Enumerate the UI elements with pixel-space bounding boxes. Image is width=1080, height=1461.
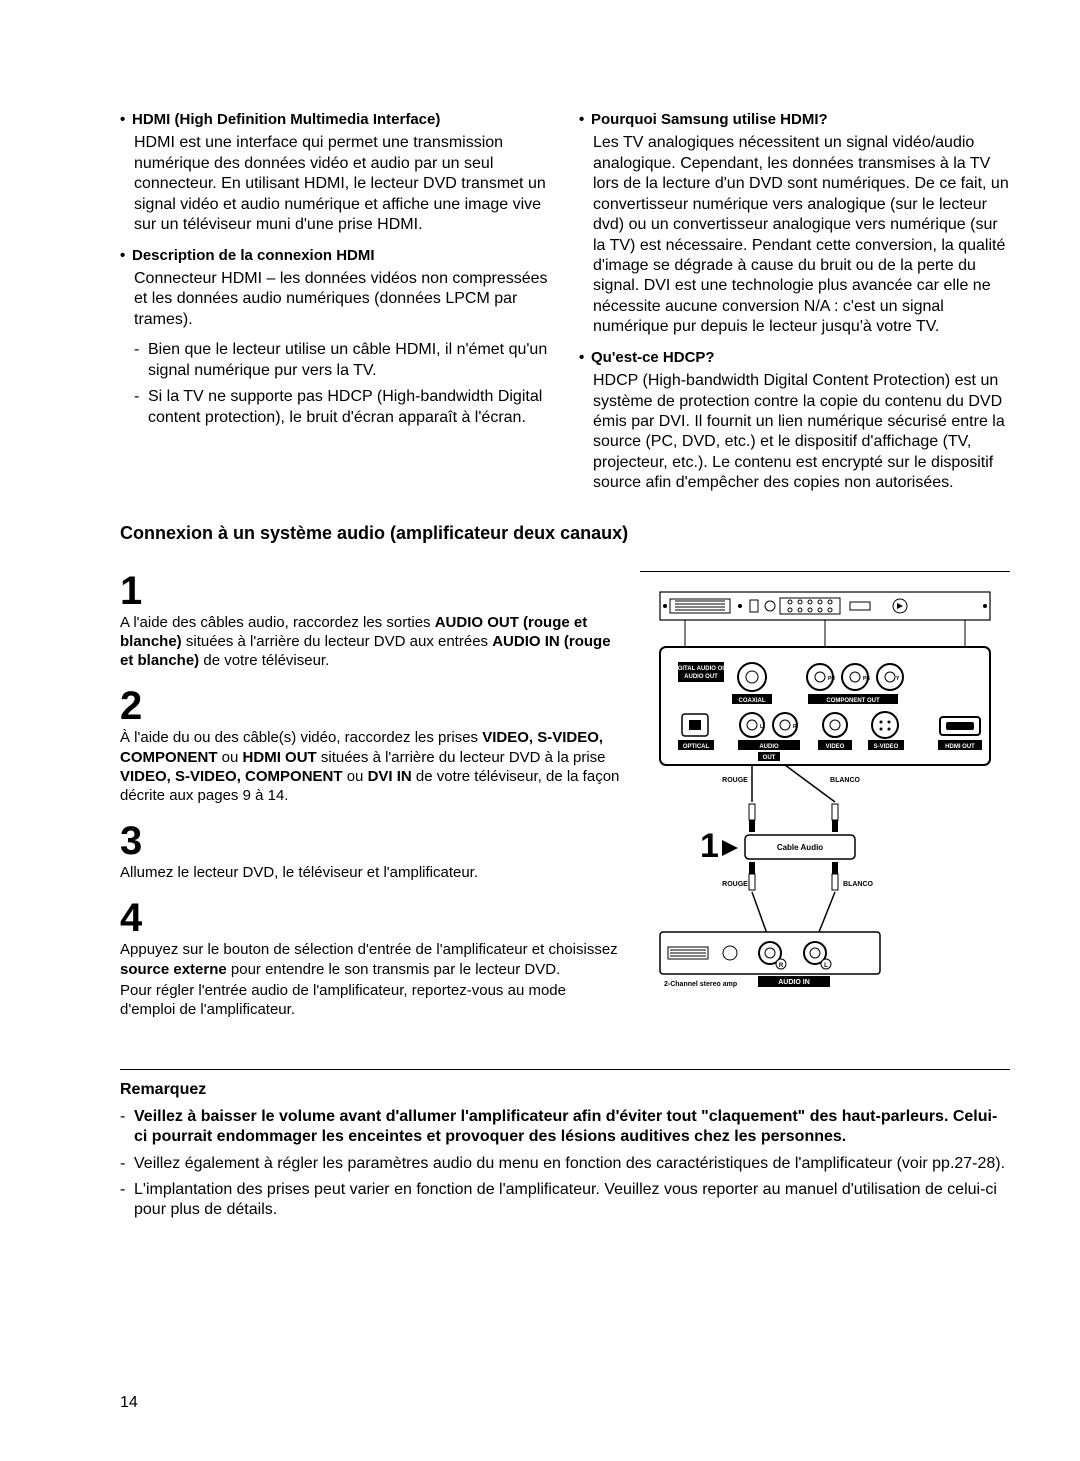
label-svideo: S-VIDEO bbox=[874, 744, 899, 750]
step-text: pour entendre le son transmis par le lec… bbox=[227, 961, 561, 978]
diagram-column: DIGITAL AUDIO OUT AUDIO OUT COAXIAL P bbox=[640, 555, 1010, 1055]
hdmi-dash-list: -Bien que le lecteur utilise un câble HD… bbox=[134, 340, 551, 428]
step-text-bold: VIDEO, S-VIDEO, COMPONENT bbox=[120, 768, 343, 785]
label-l: L bbox=[760, 724, 763, 730]
component-out-group: PR PB Y COMPONENT OUT bbox=[807, 664, 903, 704]
steps-area: 1 A l'aide des câbles audio, raccordez l… bbox=[120, 555, 1010, 1055]
step-text: À l'aide du ou des câble(s) vidéo, racco… bbox=[120, 729, 482, 746]
steps-column: 1 A l'aide des câbles audio, raccordez l… bbox=[120, 555, 620, 1019]
notes-list: -Veillez à baisser le volume avant d'all… bbox=[120, 1107, 1010, 1221]
notes-heading: Remarquez bbox=[120, 1080, 1010, 1100]
para-hdmi-desc: Connecteur HDMI – les données vidéos non… bbox=[134, 269, 551, 330]
heading-hdmi-text: HDMI (High Definition Multimedia Interfa… bbox=[132, 111, 440, 128]
para-why-hdmi: Les TV analogiques nécessitent un signal… bbox=[593, 133, 1010, 338]
connection-diagram: DIGITAL AUDIO OUT AUDIO OUT COAXIAL P bbox=[640, 582, 1010, 1055]
step-text: Allumez le lecteur DVD, le téléviseur et… bbox=[120, 864, 478, 881]
label-hdmi-out: HDMI OUT bbox=[945, 744, 975, 750]
badge-1-num: 1 bbox=[700, 827, 719, 865]
step-text: situées à l'arrière du lecteur DVD à la … bbox=[317, 749, 606, 766]
heading-why-hdmi: •Pourquoi Samsung utilise HDMI? bbox=[579, 110, 1010, 129]
heading-hdmi-desc-text: Description de la connexion HDMI bbox=[132, 247, 375, 264]
page-number: 14 bbox=[120, 1393, 138, 1413]
note-2: Veillez également à régler les paramètre… bbox=[134, 1154, 1005, 1174]
divider bbox=[120, 1069, 1010, 1070]
step-badge-1: 1 bbox=[700, 827, 738, 865]
label-amp-caption: 2-Channel stereo amp bbox=[664, 981, 737, 988]
label-amp-r: R bbox=[779, 963, 784, 969]
svg-text:AUDIO OUT: AUDIO OUT bbox=[684, 674, 718, 680]
step-text-bold: source externe bbox=[120, 961, 227, 978]
step-number-4: 4 bbox=[120, 898, 620, 938]
step-text: de votre téléviseur. bbox=[199, 652, 329, 669]
label-audio-in: AUDIO IN bbox=[778, 979, 810, 986]
step-body-4: Appuyez sur le bouton de sélection d'ent… bbox=[120, 940, 620, 1019]
label-rouge-bot: ROUGE bbox=[722, 881, 748, 888]
para-hdcp: HDCP (High-bandwidth Digital Content Pro… bbox=[593, 371, 1010, 494]
divider bbox=[640, 571, 1010, 572]
label-blanco-bot: BLANCO bbox=[843, 881, 873, 888]
list-item: -Bien que le lecteur utilise un câble HD… bbox=[134, 340, 551, 381]
step-body-1: A l'aide des câbles audio, raccordez les… bbox=[120, 613, 620, 671]
dash-text-1: Bien que le lecteur utilise un câble HDM… bbox=[148, 340, 551, 381]
label-cable-audio: Cable Audio bbox=[777, 843, 823, 852]
step-text: ou bbox=[218, 749, 243, 766]
heading-hdcp: •Qu'est-ce HDCP? bbox=[579, 348, 1010, 367]
step-text-bold: DVI IN bbox=[368, 768, 412, 785]
label-coaxial: COAXIAL bbox=[739, 698, 766, 704]
label-rouge-top: ROUGE bbox=[722, 777, 748, 784]
section-title: Connexion à un système audio (amplificat… bbox=[120, 522, 1010, 545]
label-blanco-top: BLANCO bbox=[830, 777, 860, 784]
heading-why-hdmi-text: Pourquoi Samsung utilise HDMI? bbox=[591, 111, 828, 128]
step-number-1: 1 bbox=[120, 571, 620, 611]
list-item: -Si la TV ne supporte pas HDCP (High-ban… bbox=[134, 387, 551, 428]
label-digital-audio-out: DIGITAL AUDIO OUT bbox=[672, 666, 731, 672]
label-pb: PB bbox=[863, 676, 870, 682]
label-video: VIDEO bbox=[826, 744, 845, 750]
label-component-out: COMPONENT OUT bbox=[826, 698, 880, 704]
top-columns: •HDMI (High Definition Multimedia Interf… bbox=[120, 110, 1010, 504]
top-right-col: •Pourquoi Samsung utilise HDMI? Les TV a… bbox=[579, 110, 1010, 504]
note-1: Veillez à baisser le volume avant d'allu… bbox=[134, 1107, 1010, 1148]
step-text: situées à l'arrière du lecteur DVD aux e… bbox=[182, 633, 493, 650]
list-item: -Veillez à baisser le volume avant d'all… bbox=[120, 1107, 1010, 1148]
step-number-2: 2 bbox=[120, 686, 620, 726]
step-text: ou bbox=[343, 768, 368, 785]
top-left-col: •HDMI (High Definition Multimedia Interf… bbox=[120, 110, 551, 504]
label-amp-l: L bbox=[824, 963, 828, 969]
step-text-bold: HDMI OUT bbox=[243, 749, 317, 766]
label-out: OUT bbox=[763, 755, 776, 761]
label-pr: PR bbox=[828, 676, 835, 682]
step-body-2: À l'aide du ou des câble(s) vidéo, racco… bbox=[120, 728, 620, 805]
dvd-top-unit bbox=[660, 592, 990, 620]
note-3: L'implantation des prises peut varier en… bbox=[134, 1180, 1010, 1221]
step-number-3: 3 bbox=[120, 821, 620, 861]
label-optical: OPTICAL bbox=[683, 744, 710, 750]
list-item: -Veillez également à régler les paramètr… bbox=[120, 1154, 1010, 1174]
back-panel: DIGITAL AUDIO OUT AUDIO OUT COAXIAL P bbox=[660, 647, 990, 765]
step-text: Appuyez sur le bouton de sélection d'ent… bbox=[120, 941, 618, 958]
heading-hdmi-desc: •Description de la connexion HDMI bbox=[120, 246, 551, 265]
step-text: A l'aide des câbles audio, raccordez les… bbox=[120, 614, 435, 631]
amplifier: R L AUDIO IN bbox=[660, 932, 880, 987]
dash-text-2: Si la TV ne supporte pas HDCP (High-band… bbox=[148, 387, 551, 428]
manual-page: •HDMI (High Definition Multimedia Interf… bbox=[0, 0, 1080, 1461]
heading-hdcp-text: Qu'est-ce HDCP? bbox=[591, 349, 715, 366]
heading-hdmi: •HDMI (High Definition Multimedia Interf… bbox=[120, 110, 551, 129]
step-body-3: Allumez le lecteur DVD, le téléviseur et… bbox=[120, 863, 620, 882]
para-hdmi: HDMI est une interface qui permet une tr… bbox=[134, 133, 551, 235]
step-text: Pour régler l'entrée audio de l'amplific… bbox=[120, 981, 620, 1019]
list-item: -L'implantation des prises peut varier e… bbox=[120, 1180, 1010, 1221]
label-audio: AUDIO bbox=[759, 744, 779, 750]
label-r: R bbox=[793, 724, 797, 730]
